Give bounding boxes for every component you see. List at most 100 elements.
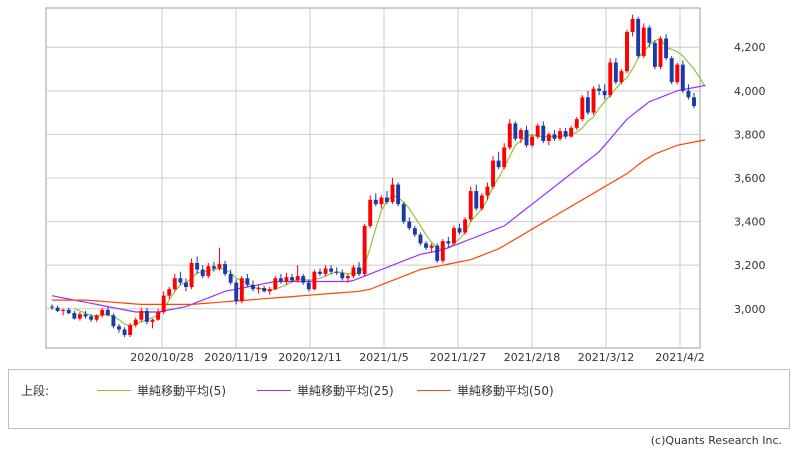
candle-body bbox=[412, 228, 417, 235]
candle-body bbox=[390, 184, 395, 202]
y-tick-label: 4,000 bbox=[734, 85, 766, 98]
candle-body bbox=[334, 271, 339, 273]
candle-body bbox=[122, 329, 127, 335]
candle-body bbox=[290, 277, 295, 281]
x-tick-label: 2020/12/11 bbox=[278, 351, 341, 364]
candle-body bbox=[345, 276, 350, 279]
y-tick-label: 3,600 bbox=[734, 172, 766, 185]
candle-body bbox=[658, 38, 663, 67]
candle-body bbox=[446, 241, 451, 244]
candle-body bbox=[468, 191, 473, 220]
candle-body bbox=[156, 312, 161, 320]
candle-body bbox=[306, 282, 311, 290]
candle-body bbox=[351, 267, 356, 277]
candle-body bbox=[362, 225, 367, 274]
candle-body bbox=[89, 316, 94, 320]
candle-body bbox=[602, 90, 607, 96]
candle-body bbox=[368, 199, 373, 226]
legend-title: 上段: bbox=[21, 384, 50, 398]
candle-body bbox=[144, 310, 149, 322]
candle-body bbox=[228, 273, 233, 283]
legend-item-ma5: 単純移動平均(5) bbox=[97, 382, 226, 399]
y-tick-label: 3,400 bbox=[734, 216, 766, 229]
candle-body bbox=[664, 38, 669, 59]
candle-body bbox=[680, 64, 685, 91]
candle-body bbox=[318, 271, 322, 274]
candle-body bbox=[418, 234, 423, 244]
candle-body bbox=[541, 125, 546, 141]
candle-body bbox=[692, 97, 696, 107]
candle-body bbox=[239, 278, 244, 302]
candle-body bbox=[496, 160, 501, 168]
candle-body bbox=[535, 125, 540, 137]
candle-body bbox=[630, 18, 635, 32]
candle-body bbox=[150, 319, 155, 322]
candle-body bbox=[401, 204, 406, 222]
candle-body bbox=[507, 123, 512, 148]
x-tick-label: 2021/1/5 bbox=[359, 351, 408, 364]
candle-body bbox=[245, 278, 250, 285]
candle-body bbox=[451, 228, 456, 244]
y-tick-label: 3,000 bbox=[734, 303, 766, 316]
candle-body bbox=[396, 184, 401, 205]
candle-body bbox=[552, 134, 557, 139]
candle-body bbox=[128, 325, 133, 335]
candle-body bbox=[189, 263, 194, 287]
candle-body bbox=[72, 313, 77, 319]
candle-body bbox=[94, 315, 99, 320]
candle-body bbox=[647, 27, 652, 43]
x-tick-label: 2021/4/2 bbox=[655, 351, 704, 364]
candle-body bbox=[474, 191, 479, 209]
legend: 上段: 単純移動平均(5) 単純移動平均(25) 単純移動平均(50) bbox=[8, 369, 790, 429]
candle-body bbox=[211, 266, 216, 269]
candle-body bbox=[524, 130, 529, 146]
candle-body bbox=[61, 309, 66, 311]
candle-body bbox=[675, 64, 680, 83]
candle-body bbox=[569, 127, 574, 137]
candle-body bbox=[580, 97, 585, 120]
candle-body bbox=[608, 62, 613, 96]
candle-body bbox=[429, 245, 434, 248]
candle-body bbox=[636, 18, 641, 56]
candle-body bbox=[111, 315, 116, 327]
candle-body bbox=[597, 88, 602, 91]
candle-body bbox=[77, 314, 82, 319]
x-tick-label: 2021/2/18 bbox=[504, 351, 560, 364]
series-line-2 bbox=[51, 84, 706, 313]
credit-text: (c)Quants Research Inc. bbox=[650, 434, 782, 447]
candle-body bbox=[641, 27, 646, 56]
series-line-1 bbox=[74, 37, 706, 327]
candle-body bbox=[100, 309, 105, 316]
candle-body bbox=[301, 276, 306, 283]
candle-body bbox=[585, 97, 590, 113]
candle-body bbox=[200, 269, 205, 277]
candle-body bbox=[55, 307, 60, 311]
candle-body bbox=[284, 277, 289, 282]
candle-body bbox=[435, 245, 440, 261]
legend-swatch-ma50 bbox=[417, 390, 451, 391]
candle-body bbox=[546, 134, 551, 141]
legend-row: 上段: 単純移動平均(5) 単純移動平均(25) 単純移動平均(50) bbox=[9, 382, 789, 402]
candle-body bbox=[323, 268, 328, 274]
candle-body bbox=[379, 197, 384, 205]
candle-body bbox=[83, 314, 88, 317]
candle-body bbox=[613, 62, 618, 83]
candle-body bbox=[167, 289, 172, 296]
candle-body bbox=[574, 119, 579, 128]
y-tick-label: 3,200 bbox=[734, 259, 766, 272]
candle-body bbox=[256, 288, 261, 290]
candle-body bbox=[686, 90, 691, 98]
candle-body bbox=[278, 278, 283, 282]
candle-body bbox=[340, 272, 345, 279]
candle-body bbox=[295, 276, 300, 281]
candle-body bbox=[251, 284, 255, 290]
candle-body bbox=[652, 42, 657, 67]
candle-body bbox=[479, 195, 484, 209]
candle-body bbox=[463, 219, 468, 233]
legend-label-ma25: 単純移動平均(25) bbox=[297, 384, 394, 398]
candle-body bbox=[385, 197, 389, 202]
candle-body bbox=[133, 319, 138, 326]
candle-body bbox=[563, 131, 568, 137]
legend-swatch-ma5 bbox=[97, 390, 131, 391]
candle-body bbox=[50, 306, 54, 308]
